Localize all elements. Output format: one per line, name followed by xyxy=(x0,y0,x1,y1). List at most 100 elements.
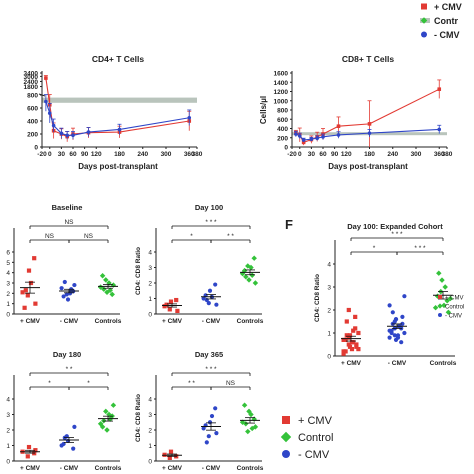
data-point xyxy=(349,340,355,345)
data-point xyxy=(245,428,251,435)
x-tick-label: - CMV xyxy=(202,318,221,325)
y-tick-label: 1000 xyxy=(274,98,289,105)
data-point xyxy=(167,455,172,460)
data-point xyxy=(248,411,254,418)
y-axis-label: CD4: CD8 Ratio xyxy=(135,247,142,295)
y-tick-label: 1800 xyxy=(24,84,39,91)
data-point xyxy=(201,426,206,431)
significance-label: * xyxy=(190,233,193,240)
x-tick-label: Controls xyxy=(95,465,122,472)
data-point xyxy=(245,263,251,269)
chart-title: Baseline xyxy=(52,203,83,212)
x-tick-label: 300 xyxy=(161,151,172,158)
legend-top-label: + CMV xyxy=(434,2,462,12)
y-tick-label: 1 xyxy=(6,443,10,450)
data-point xyxy=(72,424,77,429)
data-point xyxy=(97,284,104,290)
legend-bottom-marker xyxy=(280,431,292,443)
data-point-pos_cmv xyxy=(367,122,372,126)
data-point xyxy=(213,282,218,287)
data-point xyxy=(168,299,174,304)
data-point-neg_cmv xyxy=(309,137,314,141)
data-point xyxy=(20,290,25,295)
y-tick-label: 200 xyxy=(277,135,288,142)
data-point xyxy=(252,424,259,430)
chart-cd8: CD8+ T Cells0200400600800100012001400160… xyxy=(259,54,453,171)
data-point xyxy=(346,342,351,347)
x-tick-label: 60 xyxy=(69,151,77,158)
data-point-neg_cmv xyxy=(187,115,192,120)
data-point xyxy=(346,307,351,313)
y-tick-label: 600 xyxy=(27,106,38,113)
data-point xyxy=(175,308,180,313)
data-point xyxy=(241,402,248,408)
data-point xyxy=(248,264,254,271)
y-tick-label: 1 xyxy=(327,331,331,338)
data-point xyxy=(62,279,67,285)
data-point xyxy=(104,427,110,433)
data-point xyxy=(442,284,448,290)
data-point xyxy=(239,270,246,277)
significance-label: * * * xyxy=(391,231,403,238)
x-tick-label: 180 xyxy=(364,151,375,158)
legend-top: + CMV Contr - CMV xyxy=(420,2,462,40)
data-point xyxy=(207,288,213,293)
data-point xyxy=(25,454,30,459)
data-point xyxy=(201,296,206,301)
data-point xyxy=(444,298,450,304)
data-point xyxy=(32,256,37,261)
y-tick-label: 0 xyxy=(148,459,152,466)
chart-dayF: Day 100: Expanded Cohort 0 1 2 3 4 CD4: CD8 Ra… xyxy=(314,222,457,367)
y-tick-label: 2400 xyxy=(24,79,39,86)
x-tick-label: 300 xyxy=(411,151,422,158)
data-point-neg_cmv xyxy=(367,131,372,135)
data-point xyxy=(395,335,401,340)
x-tick-label: Controls xyxy=(237,318,264,325)
data-point xyxy=(243,421,249,427)
data-point xyxy=(439,277,445,283)
chart-baseline: Baseline 0 1 2 3 4 5 6 + CMV - CMV Controls NS NS NS xyxy=(6,203,121,325)
data-point xyxy=(441,302,447,309)
data-point xyxy=(99,273,106,279)
x-tick-label: 120 xyxy=(341,151,352,158)
data-point xyxy=(109,291,115,298)
data-point xyxy=(107,287,113,293)
data-point-pos_cmv xyxy=(301,140,306,145)
data-point xyxy=(432,304,439,311)
significance-label: NS xyxy=(226,380,236,387)
data-point xyxy=(346,335,351,340)
data-point xyxy=(71,446,76,451)
data-point xyxy=(214,431,219,436)
data-point xyxy=(393,317,399,322)
data-point-neg_cmv xyxy=(297,134,302,138)
data-point-neg_cmv xyxy=(59,131,64,136)
data-point xyxy=(341,337,346,342)
data-point-neg_cmv xyxy=(301,138,306,142)
data-point xyxy=(103,408,109,415)
data-point xyxy=(399,340,404,345)
y-tick-label: 2 xyxy=(148,428,152,435)
y-tick-label: 4 xyxy=(327,262,331,269)
chart-title: CD4+ T Cells xyxy=(92,54,144,64)
data-point-neg_cmv xyxy=(117,127,122,132)
data-point xyxy=(174,297,179,303)
y-tick-label: 2 xyxy=(327,308,331,315)
data-point-neg_cmv xyxy=(294,132,298,136)
x-tick-label: Controls xyxy=(430,360,457,367)
y-tick-label: 800 xyxy=(277,108,288,115)
data-point xyxy=(59,286,64,291)
y-tick-label: 800 xyxy=(27,93,38,100)
x-tick-label: 120 xyxy=(91,151,102,158)
legend-bottom: + CMV Control - CMV xyxy=(280,415,333,461)
data-point xyxy=(23,288,28,293)
data-point xyxy=(400,321,405,326)
significance-label: * xyxy=(373,245,376,252)
x-axis-label: Days post-transplant xyxy=(328,162,408,171)
data-point xyxy=(246,277,252,283)
data-point xyxy=(64,292,69,297)
legend-bottom-marker xyxy=(282,416,290,424)
y-tick-label: 1600 xyxy=(274,71,289,78)
y-tick-label: 1 xyxy=(6,301,10,308)
data-point xyxy=(390,310,395,315)
y-tick-label: 1 xyxy=(148,296,152,303)
